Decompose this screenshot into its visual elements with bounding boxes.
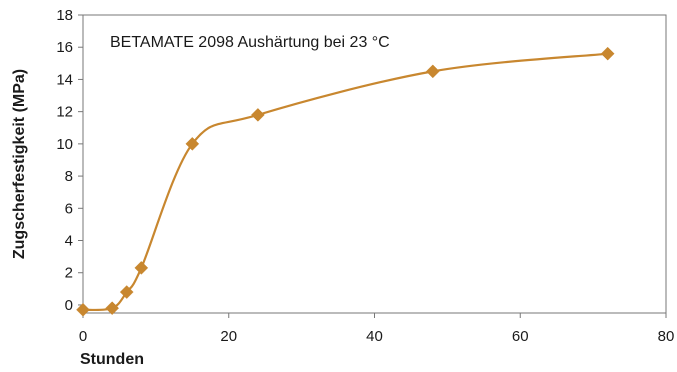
x-tick-label: 80 <box>658 328 675 345</box>
y-tick-label: 14 <box>56 71 73 88</box>
x-tick-label: 60 <box>512 328 529 345</box>
plot-area <box>82 14 667 314</box>
y-tick-label: 8 <box>65 168 73 185</box>
y-tick-label: 0 <box>65 297 73 314</box>
y-tick-label: 4 <box>65 233 73 250</box>
y-axis-title: Zugscherfestigkeit (MPa) <box>11 69 28 259</box>
x-tick-label: 40 <box>366 328 383 345</box>
data-point <box>600 46 615 61</box>
series-line <box>82 52 608 312</box>
data-point <box>119 285 134 299</box>
y-tick-label: 2 <box>65 265 73 282</box>
data-point <box>251 108 265 122</box>
y-tick-label: 18 <box>56 7 73 24</box>
y-tick-label: 6 <box>65 200 73 217</box>
chart-annotation: BETAMATE 2098 Aushärtung bei 23 °C <box>110 34 390 51</box>
data-point <box>76 302 90 317</box>
y-tick-label: 12 <box>56 104 73 121</box>
data-point <box>425 64 440 79</box>
y-axis: 0 2 4 6 8 10 12 14 16 18 <box>56 7 83 314</box>
y-tick-label: 10 <box>56 136 73 153</box>
series-points <box>76 46 615 317</box>
data-point <box>105 301 120 316</box>
x-tick-label: 0 <box>79 328 87 345</box>
x-axis: 0 20 40 60 80 <box>79 313 675 345</box>
x-axis-title: Stunden <box>80 351 144 368</box>
x-tick-label: 20 <box>220 328 237 345</box>
data-point <box>134 261 149 275</box>
data-point <box>185 137 200 151</box>
y-tick-label: 16 <box>56 39 73 56</box>
